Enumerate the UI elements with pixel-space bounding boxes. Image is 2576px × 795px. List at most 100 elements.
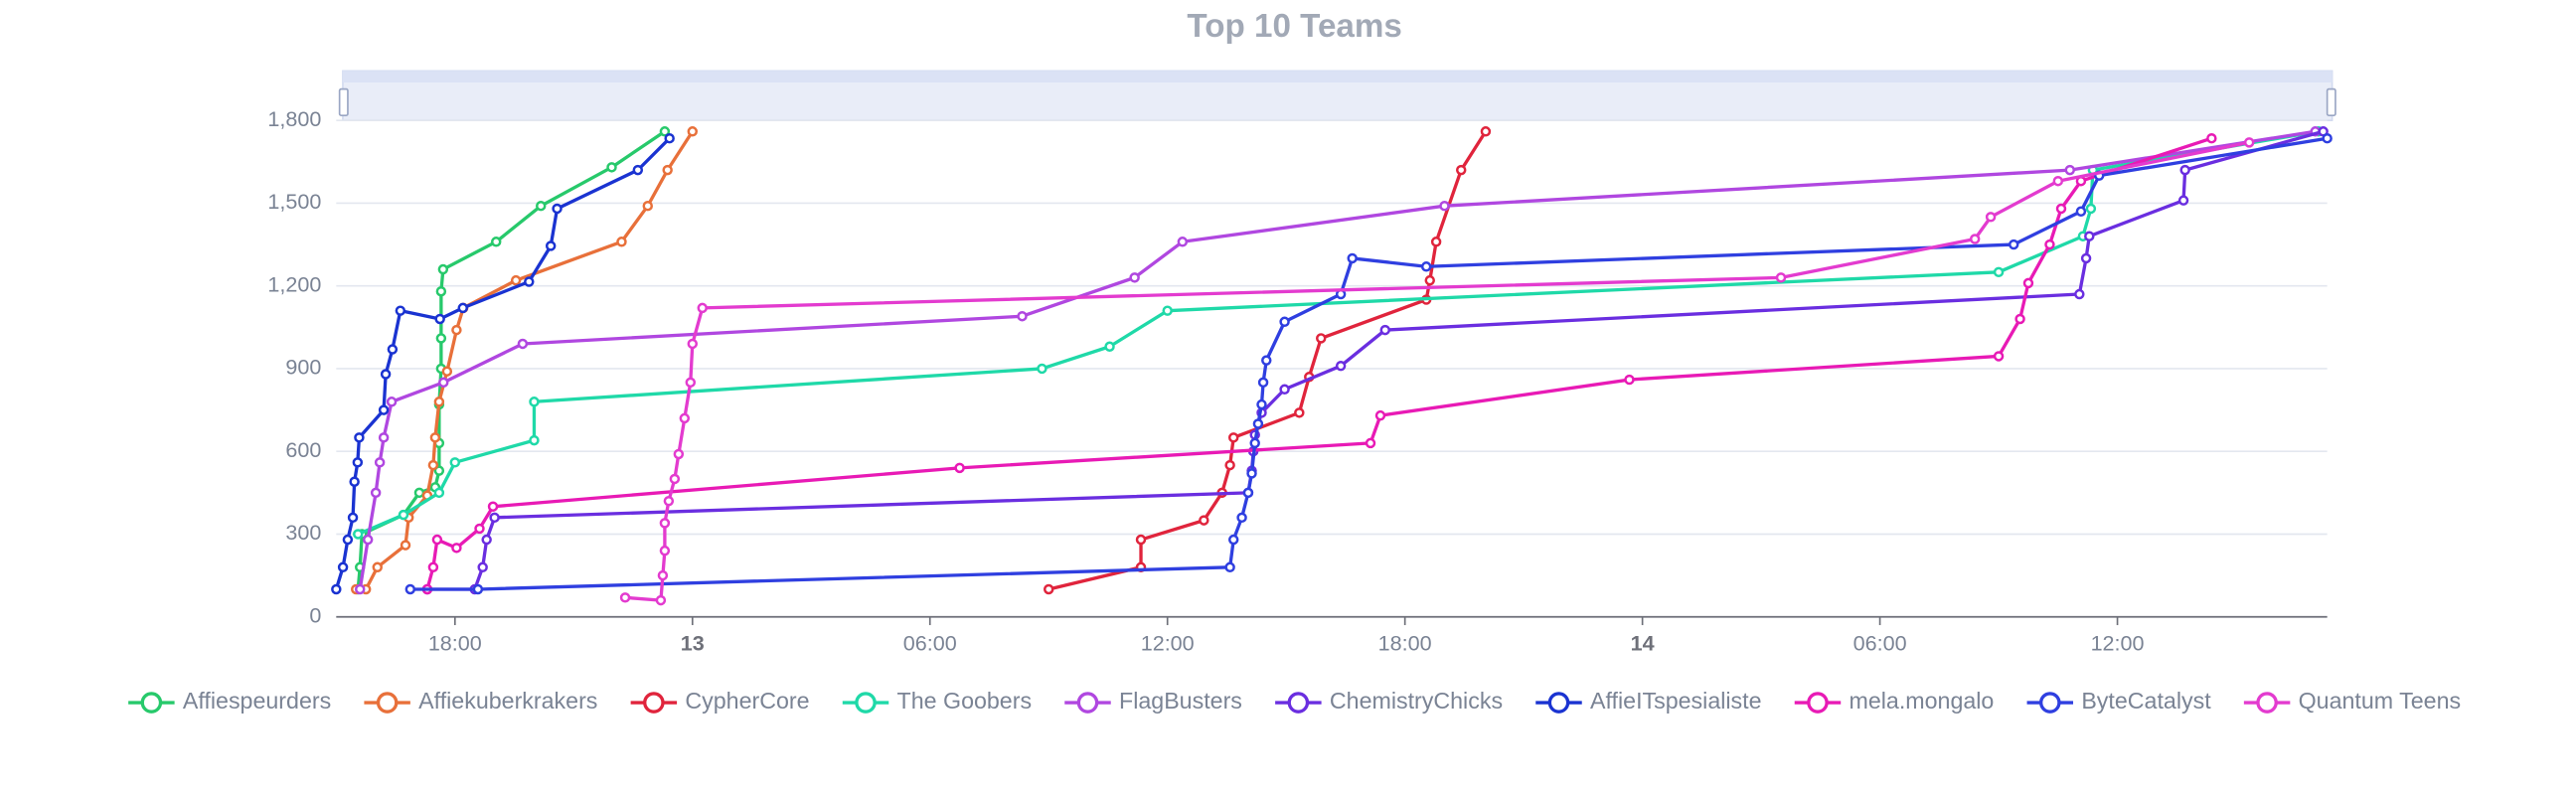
data-point[interactable] (1969, 234, 1981, 244)
data-point[interactable] (1224, 459, 1235, 471)
data-point[interactable] (472, 583, 484, 595)
data-point[interactable] (404, 583, 416, 595)
data-point[interactable] (374, 457, 386, 468)
data-point[interactable] (474, 523, 485, 535)
data-point[interactable] (1017, 310, 1028, 322)
data-point[interactable] (433, 465, 445, 476)
data-point[interactable] (687, 126, 698, 137)
data-point[interactable] (489, 512, 500, 524)
legend-item[interactable]: Quantum Teens (2243, 688, 2461, 714)
data-point[interactable] (619, 592, 631, 603)
data-point[interactable] (616, 237, 627, 247)
data-point[interactable] (685, 377, 697, 389)
data-point[interactable] (435, 333, 447, 344)
data-point[interactable] (2044, 238, 2055, 250)
data-point[interactable] (642, 200, 653, 212)
data-point[interactable] (673, 448, 685, 460)
data-point[interactable] (2322, 132, 2333, 144)
data-point[interactable] (659, 126, 671, 137)
data-point[interactable] (1316, 333, 1327, 344)
data-point[interactable] (2206, 132, 2217, 144)
data-point[interactable] (662, 164, 673, 176)
data-point[interactable] (1135, 534, 1147, 546)
data-point[interactable] (545, 240, 557, 251)
data-point[interactable] (1374, 409, 1386, 421)
zoom-bar[interactable] (342, 71, 2333, 82)
data-point[interactable] (449, 457, 461, 468)
data-point[interactable] (1480, 126, 1492, 137)
data-point[interactable] (395, 305, 406, 316)
data-point[interactable] (679, 412, 691, 424)
data-point[interactable] (2014, 313, 2025, 325)
data-point[interactable] (606, 162, 617, 173)
zoom-handle-right[interactable] (2326, 87, 2336, 117)
data-point[interactable] (387, 344, 399, 355)
data-point[interactable] (2008, 238, 2019, 250)
data-point[interactable] (2052, 175, 2064, 187)
data-point[interactable] (1279, 316, 1290, 327)
data-point[interactable] (2075, 206, 2087, 217)
zoom-slider[interactable] (338, 70, 2336, 121)
data-point[interactable] (2243, 137, 2255, 148)
data-point[interactable] (370, 487, 382, 499)
data-point[interactable] (1985, 212, 1997, 223)
data-point[interactable] (451, 543, 462, 554)
data-point[interactable] (2074, 288, 2085, 300)
data-point[interactable] (1335, 360, 1347, 372)
legend-item[interactable]: Affiekuberkrakers (364, 688, 597, 714)
data-point[interactable] (529, 434, 540, 446)
data-point[interactable] (1242, 487, 1254, 499)
data-point[interactable] (457, 302, 468, 314)
legend-item[interactable]: Affiespeurders (128, 688, 331, 714)
data-point[interactable] (1043, 583, 1054, 595)
data-point[interactable] (380, 369, 392, 380)
data-point[interactable] (1246, 468, 1257, 479)
data-point[interactable] (1177, 237, 1189, 247)
zoom-handle-left[interactable] (338, 87, 349, 117)
data-point[interactable] (1379, 324, 1390, 336)
data-point[interactable] (1129, 272, 1140, 283)
data-point[interactable] (1775, 272, 1787, 283)
data-point[interactable] (1420, 261, 1432, 272)
data-point[interactable] (1993, 351, 2005, 362)
data-point[interactable] (1257, 377, 1269, 389)
data-point[interactable] (342, 534, 354, 546)
legend-item[interactable]: mela.mongalo (1794, 688, 1995, 714)
data-point[interactable] (400, 540, 411, 551)
data-point[interactable] (2080, 252, 2092, 264)
data-point[interactable] (536, 200, 547, 212)
data-point[interactable] (2064, 164, 2075, 176)
legend-item[interactable]: FlagBusters (1064, 688, 1242, 714)
data-point[interactable] (337, 561, 349, 573)
data-point[interactable] (1365, 437, 1376, 449)
data-point[interactable] (2177, 195, 2189, 206)
data-point[interactable] (441, 366, 453, 377)
data-point[interactable] (1993, 266, 2005, 278)
legend-item[interactable]: ByteCatalyst (2026, 688, 2212, 714)
data-point[interactable] (431, 534, 443, 546)
data-point[interactable] (2085, 203, 2097, 215)
data-point[interactable] (362, 534, 374, 546)
data-point[interactable] (429, 432, 441, 443)
data-point[interactable] (398, 509, 409, 521)
data-point[interactable] (552, 203, 563, 215)
data-point[interactable] (1199, 515, 1209, 526)
data-point[interactable] (1430, 237, 1442, 247)
data-point[interactable] (1224, 561, 1235, 573)
data-point[interactable] (2055, 203, 2067, 215)
data-point[interactable] (1279, 384, 1290, 395)
data-point[interactable] (524, 276, 535, 287)
data-point[interactable] (349, 476, 360, 487)
data-point[interactable] (1236, 512, 1247, 524)
data-point[interactable] (1455, 164, 1467, 176)
data-point[interactable] (517, 338, 529, 350)
data-point[interactable] (1227, 534, 1239, 546)
data-point[interactable] (510, 274, 522, 286)
data-point[interactable] (427, 459, 439, 471)
data-point[interactable] (1162, 305, 1173, 316)
data-point[interactable] (427, 561, 439, 573)
data-point[interactable] (331, 583, 342, 595)
data-point[interactable] (529, 397, 540, 407)
data-point[interactable] (663, 495, 675, 507)
data-point[interactable] (659, 518, 671, 529)
